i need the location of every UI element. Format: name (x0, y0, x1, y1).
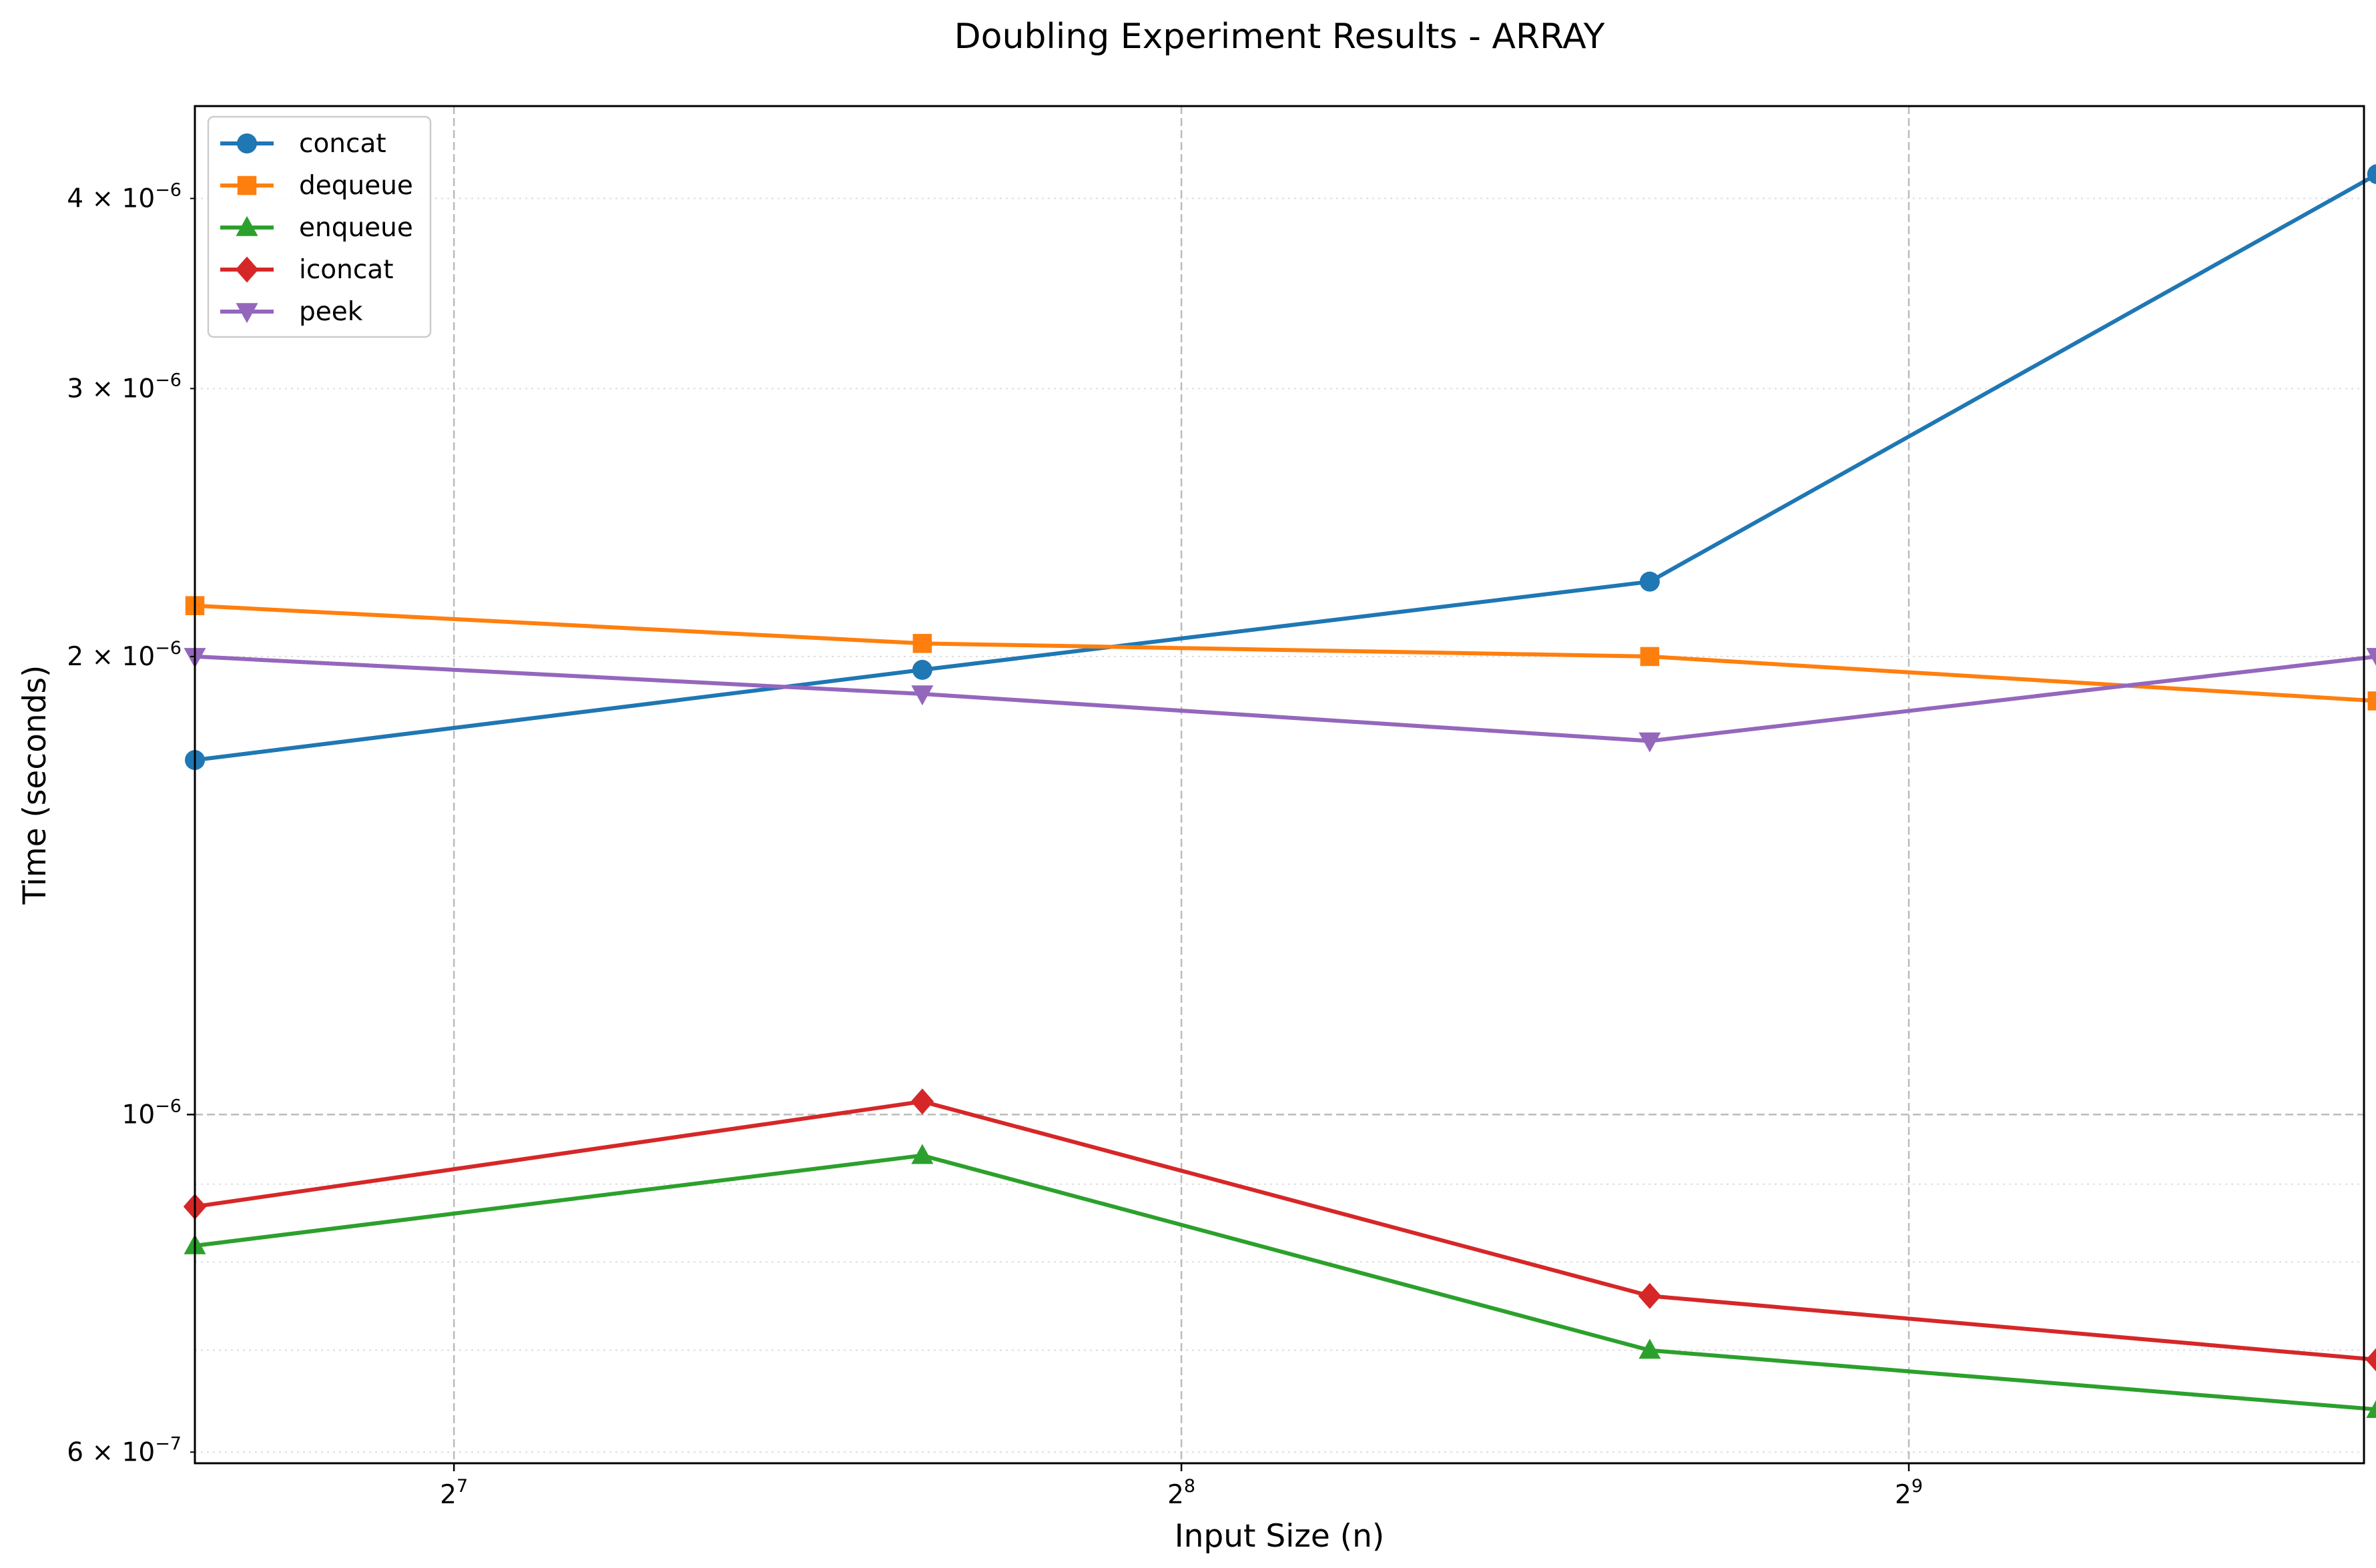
data-point-peek (1639, 732, 1661, 753)
legend-label: dequeue (299, 171, 413, 201)
plot-frame (194, 105, 2365, 1465)
data-point-dequeue (2367, 691, 2376, 711)
x-tick-label: 29 (1895, 1476, 1923, 1510)
plot-series (183, 164, 2376, 1419)
data-point-concat (912, 659, 932, 680)
legend-item-concat: concat (220, 129, 386, 159)
x-axis-ticks: 27 28 29 (440, 1463, 1923, 1510)
legend-item-enqueue: enqueue (220, 213, 413, 243)
legend: concat dequeue enqueue iconcat peek (207, 115, 432, 338)
series-line-iconcat (193, 1099, 2376, 1362)
legend-label: iconcat (299, 255, 394, 285)
y-tick-label: 6 × 10−7 (67, 1433, 182, 1467)
legend-item-iconcat: iconcat (220, 255, 394, 285)
legend-marker (236, 216, 258, 236)
chart-title: Doubling Experiment Results - ARRAY (954, 17, 1605, 57)
series-concat (185, 164, 2376, 771)
data-point-iconcat (910, 1088, 934, 1115)
y-tick-label: 3 × 10−6 (67, 370, 182, 404)
data-point-enqueue (911, 1144, 934, 1164)
legend-marker (235, 256, 259, 283)
x-axis-label: Input Size (n) (1175, 1518, 1385, 1555)
legend-label: enqueue (299, 213, 413, 243)
legend-label: peek (299, 297, 363, 327)
y-axis-label: Time (seconds) (17, 665, 53, 905)
data-point-dequeue (1640, 647, 1660, 667)
x-tick-label: 28 (1167, 1476, 1195, 1510)
series-line-peek (193, 654, 2376, 743)
y-tick-label: 10−6 (122, 1096, 182, 1130)
data-point-concat (1639, 571, 1660, 592)
data-point-enqueue (1639, 1338, 1661, 1359)
data-point-iconcat (2365, 1348, 2376, 1372)
series-line-concat (193, 172, 2376, 763)
legend-label: concat (299, 129, 386, 159)
y-axis-ticks: 6 × 10−7 10−6 2 × 10−6 3 × 10−6 4 × 10−6 (67, 179, 195, 1467)
data-point-peek (911, 685, 934, 706)
data-point-iconcat (1638, 1282, 1662, 1309)
legend-marker (237, 175, 257, 195)
legend-item-peek: peek (220, 297, 363, 327)
series-line-dequeue (193, 603, 2376, 703)
legend-marker (236, 303, 258, 324)
legend-item-dequeue: dequeue (220, 171, 413, 201)
legend-marker (237, 133, 257, 153)
y-tick-label: 4 × 10−6 (67, 179, 182, 214)
data-point-dequeue (912, 634, 932, 653)
x-tick-label: 27 (440, 1476, 468, 1510)
data-point-peek (2366, 648, 2376, 666)
data-point-enqueue (2366, 1400, 2376, 1419)
grid-lines (195, 106, 2364, 1463)
legend-box (207, 115, 432, 338)
series-line-enqueue (193, 1153, 2376, 1412)
series-peek (184, 648, 2376, 753)
data-point-concat (2367, 164, 2376, 184)
y-tick-label: 2 × 10−6 (67, 638, 182, 672)
